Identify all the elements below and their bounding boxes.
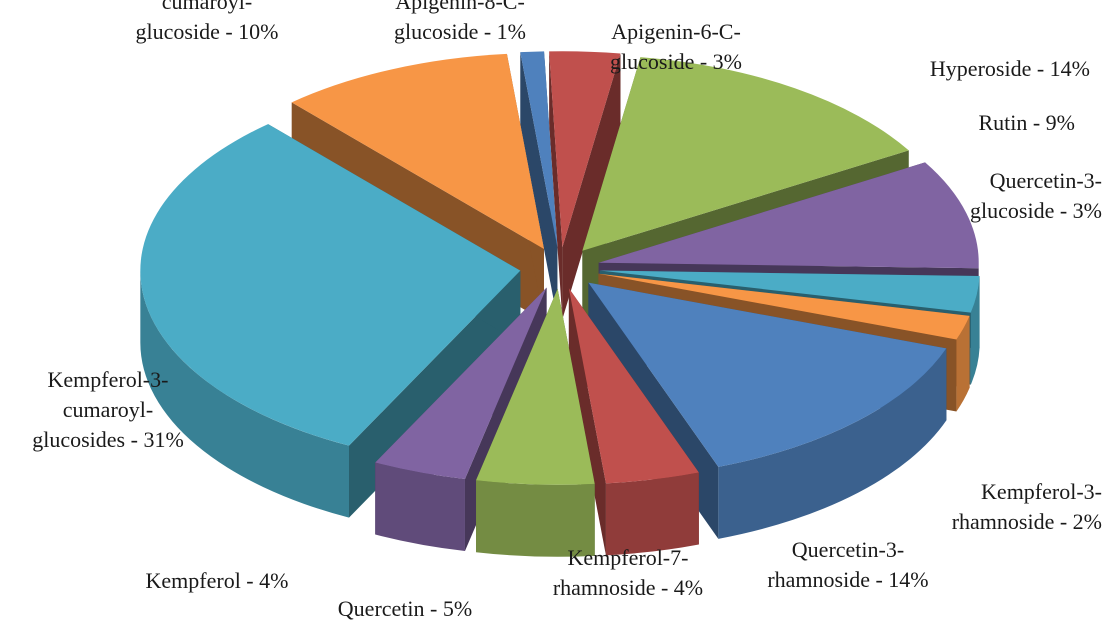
slice-label: Quercetin-3- rhamnoside - 14%	[767, 537, 928, 592]
pie-slice-rim	[375, 462, 465, 552]
slice-label-line: Kempferol-7-	[568, 545, 689, 570]
slice-label: Kempferol-3- rhamnoside - 2%	[952, 479, 1102, 534]
slice-label: Quercetin - 5%	[338, 596, 472, 621]
slice-label: Apigenin-8-C-glucoside - 1%	[394, 0, 526, 44]
slice-label-line: glucoside - 10%	[136, 19, 279, 44]
slice-label: Kempferol-3-cumaroyl-glucoside - 10%	[136, 0, 279, 44]
slice-label-line: Quercetin-3-	[792, 537, 904, 562]
slice-label-line: rhamnoside - 4%	[553, 575, 703, 600]
slice-label-line: Kempferol-3-	[981, 479, 1102, 504]
pie-slice-rim	[970, 276, 980, 385]
slice-label-line: glucosides - 31%	[32, 427, 184, 452]
slice-label-line: Kempferol - 4%	[146, 568, 289, 593]
pie-slice-rim	[718, 348, 947, 539]
slice-label: Kempferol - 4%	[146, 568, 289, 593]
slice-label-line: glucoside - 1%	[394, 19, 526, 44]
slice-label-line: Quercetin-3-	[990, 168, 1102, 193]
pie-slice	[582, 57, 909, 251]
slice-label-line: Rutin - 9%	[978, 110, 1075, 135]
slice-label-line: Apigenin-6-C-	[611, 19, 741, 44]
pie-slice	[291, 53, 544, 249]
pie-slice	[588, 282, 947, 467]
slice-label-line: rhamnoside - 2%	[952, 509, 1102, 534]
pie-slice-side	[549, 51, 563, 320]
pie-slice	[568, 288, 699, 484]
pie-slice-rim	[476, 480, 595, 557]
pie-slice	[598, 162, 979, 269]
slice-label-line: cumaroyl-	[63, 397, 153, 422]
slice-label-line: Apigenin-8-C-	[395, 0, 525, 14]
pie-slice-side	[562, 53, 621, 320]
pie-slice	[140, 124, 521, 446]
slice-label-line: Kempferol-3-	[48, 367, 169, 392]
slice-label-line: Quercetin - 5%	[338, 596, 472, 621]
pie-slice-rim	[140, 270, 349, 518]
pie-slice	[520, 51, 558, 248]
slice-label: Rutin - 9%	[978, 110, 1075, 135]
pie-slice	[599, 270, 980, 313]
slice-label: Apigenin-6-C-glucoside - 3%	[610, 19, 742, 74]
slice-label: Quercetin-3- glucoside - 3%	[970, 168, 1102, 223]
slice-label-line: glucoside - 3%	[610, 49, 742, 74]
slice-label-line: Hyperoside - 14%	[930, 56, 1090, 81]
slice-label-line: glucoside - 3%	[970, 198, 1102, 223]
slice-label-line: cumaroyl-	[162, 0, 252, 14]
pie-slice-rim	[956, 315, 970, 412]
pie-slice-side	[520, 52, 558, 320]
slice-label: Kempferol-3- cumaroyl-glucosides - 31%	[32, 367, 184, 452]
pie-slice-side	[568, 288, 606, 556]
pie-slice	[598, 273, 970, 340]
pie-slice-rim	[605, 472, 699, 556]
slice-label: Hyperoside - 14%	[930, 56, 1090, 81]
pie-slice	[375, 287, 547, 480]
pie-slice	[549, 51, 621, 248]
slice-label: Kempferol-7- rhamnoside - 4%	[553, 545, 703, 600]
pie-slice	[476, 288, 595, 485]
slice-label-line: rhamnoside - 14%	[767, 567, 928, 592]
